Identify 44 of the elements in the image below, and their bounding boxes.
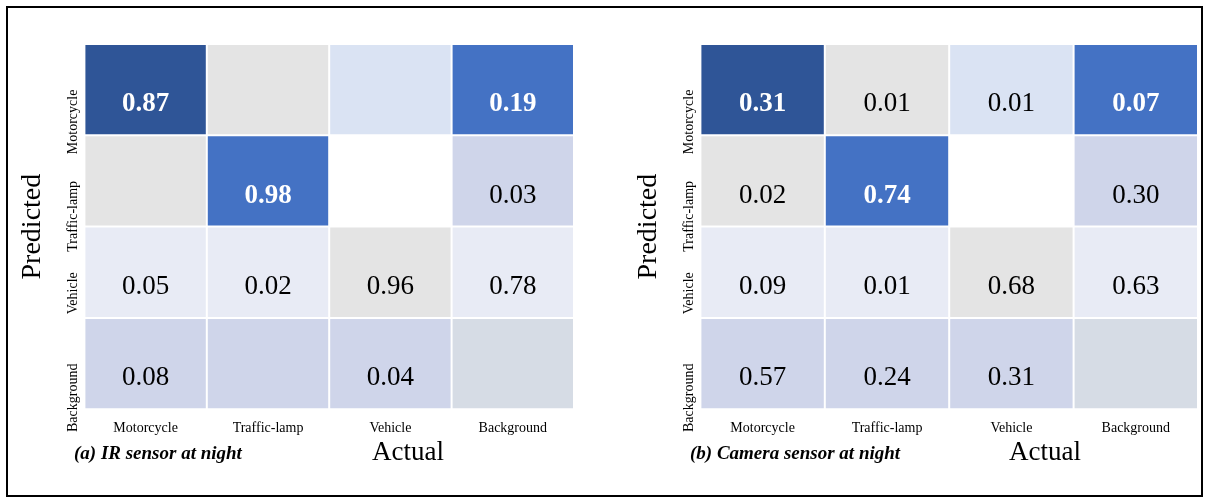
data-label: 0.57 [738, 361, 787, 392]
y-tick-label: Vehicle [65, 272, 81, 315]
data-label: 0.31 [987, 361, 1036, 392]
data-label: 0.31 [738, 87, 787, 118]
x-tick-label: Background [1101, 420, 1171, 436]
x-tick-label: Motorcycle [113, 420, 178, 436]
data-label: 0.02 [738, 178, 787, 209]
y-axis-title: Predicted [631, 173, 663, 280]
data-label: 0.02 [244, 269, 292, 300]
x-axis-title: Actual [372, 436, 444, 467]
x-tick-label: Traffic-lamp [232, 420, 304, 436]
x-tick-label: Traffic-lamp [851, 420, 923, 436]
data-label: 0.87 [121, 87, 170, 118]
text: (a) IR sensor at night [74, 442, 242, 464]
data-label: 0.30 [1112, 178, 1160, 209]
data-label: 0.05 [121, 269, 170, 300]
data-label: 0.78 [489, 269, 537, 300]
data-label: 0.09 [738, 269, 787, 300]
y-tick-label: Vehicle [681, 272, 697, 315]
data-label: 0.98 [244, 178, 292, 209]
y-tick-label: Traffic-lamp [681, 180, 697, 252]
data-label: 0.24 [863, 361, 912, 392]
x-tick-label: Motorcycle [730, 420, 795, 436]
data-label: 0.96 [366, 269, 415, 300]
x-tick-label: Background [478, 420, 548, 436]
text: (b) Camera sensor at night [690, 442, 901, 464]
data-label: 0.04 [366, 361, 415, 392]
data-label: 0.63 [1112, 269, 1160, 300]
data-label: 0.01 [863, 87, 911, 118]
data-label: 0.01 [987, 87, 1036, 118]
y-tick-label: Motorcycle [65, 89, 81, 155]
y-tick-label: Motorcycle [681, 89, 697, 155]
data-label: 0.08 [121, 361, 170, 392]
x-axis-title: Actual [1009, 436, 1081, 467]
data-label: 0.01 [863, 269, 911, 300]
data-label: 0.74 [863, 178, 911, 209]
data-label: 0.07 [1112, 87, 1160, 118]
x-tick-label: Vehicle [990, 420, 1033, 436]
y-tick-label: Traffic-lamp [65, 180, 81, 252]
data-label: 0.68 [987, 269, 1036, 300]
x-tick-label: Vehicle [369, 420, 412, 436]
data-label: 0.03 [489, 178, 537, 209]
data-label: 0.19 [489, 87, 537, 118]
y-axis-title: Predicted [15, 173, 47, 280]
